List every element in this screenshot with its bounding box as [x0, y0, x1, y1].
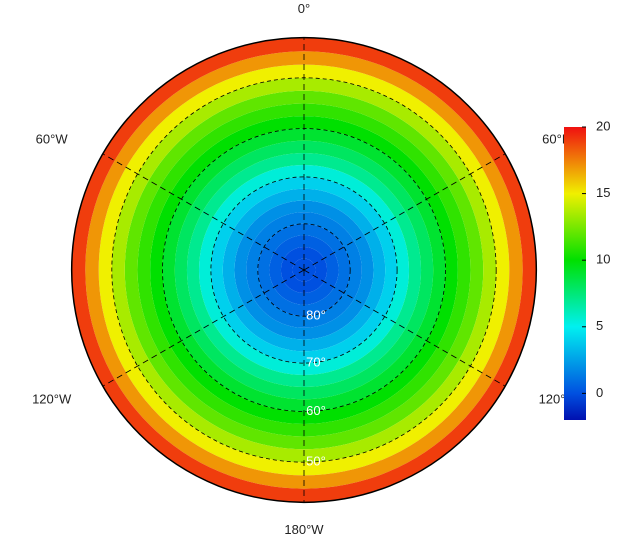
- parallel: [257, 223, 351, 317]
- colorbar: [564, 127, 586, 420]
- parallel-label: 60°: [306, 403, 326, 418]
- colorbar-tick-label: 20: [596, 118, 610, 133]
- data-band: [269, 235, 339, 305]
- colorbar-tick-label: 10: [596, 252, 610, 267]
- meridian-label: 180°W: [284, 522, 324, 537]
- colorbar-tick-label: 5: [596, 318, 603, 333]
- parallel-label: 70°: [306, 355, 326, 370]
- meridian: [102, 269, 305, 387]
- meridian: [303, 153, 506, 271]
- meridian: [303, 269, 506, 387]
- meridian-label: 60°E: [542, 131, 571, 146]
- parallel: [210, 176, 398, 364]
- meridian-label: 120°W: [32, 392, 72, 407]
- meridian-label: 60°W: [36, 131, 69, 146]
- parallel-label: 80°: [306, 308, 326, 323]
- colorbar-tick-label: 0: [596, 385, 603, 400]
- meridian-label: 0°: [298, 1, 310, 16]
- data-band: [280, 246, 328, 294]
- colorbar-tick-label: 15: [596, 185, 610, 200]
- parallel-label: 50°: [306, 454, 326, 469]
- meridian: [102, 153, 305, 271]
